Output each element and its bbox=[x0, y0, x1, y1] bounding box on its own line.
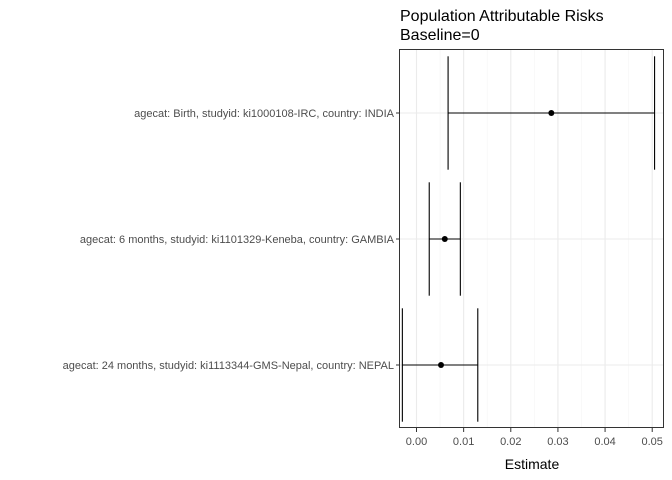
x-tick-label: 0.04 bbox=[594, 436, 615, 448]
y-axis-labels: agecat: Birth, studyid: ki1000108-IRC, c… bbox=[63, 108, 400, 372]
estimate-point bbox=[441, 236, 448, 242]
estimate-point bbox=[438, 362, 445, 368]
x-axis-title: Estimate bbox=[505, 456, 560, 472]
chart-subtitle: Baseline=0 bbox=[400, 27, 480, 44]
plot-marks bbox=[401, 56, 656, 422]
x-tick-label: 0.02 bbox=[500, 436, 521, 448]
y-tick-label: agecat: 6 months, studyid: ki1101329-Ken… bbox=[80, 234, 395, 246]
y-tick-label: agecat: 24 months, studyid: ki1113344-GM… bbox=[63, 360, 394, 372]
x-tick-label: 0.03 bbox=[547, 436, 568, 448]
x-axis: 0.00 0.01 0.02 0.03 0.04 0.05 bbox=[406, 428, 663, 448]
chart-title: Population Attributable Risks bbox=[400, 8, 604, 25]
x-tick-label: 0.00 bbox=[406, 436, 427, 448]
x-tick-label: 0.05 bbox=[642, 436, 663, 448]
y-tick-label: agecat: Birth, studyid: ki1000108-IRC, c… bbox=[134, 108, 395, 120]
x-tick-label: 0.01 bbox=[453, 436, 474, 448]
estimate-point bbox=[548, 110, 555, 116]
